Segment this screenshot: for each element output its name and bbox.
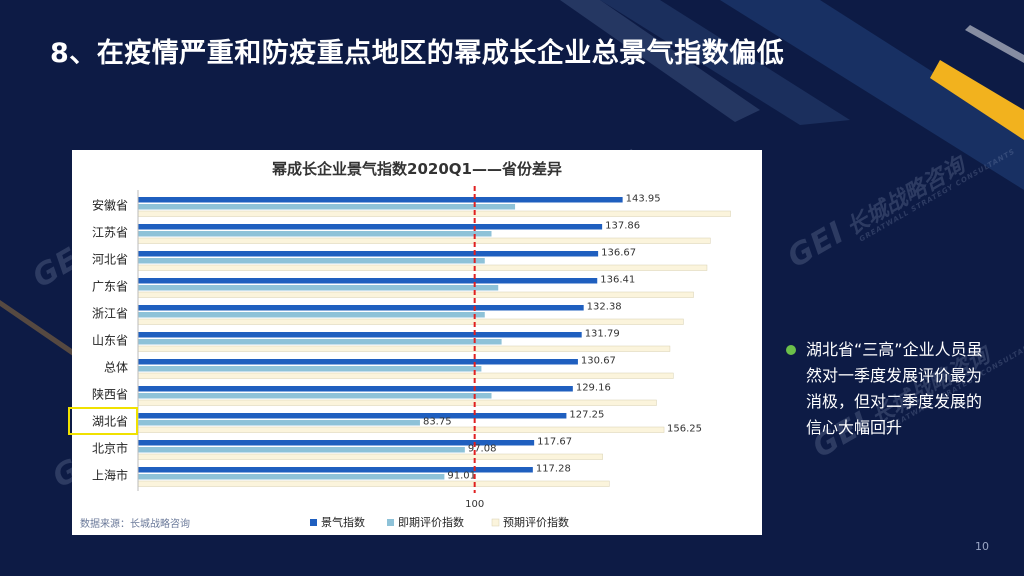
bar-1 [138, 305, 584, 311]
data-label: 83.75 [423, 417, 452, 428]
bullet-text: 湖北省“三高”企业人员虽然对一季度发展评价最为消极，但对二季度发展的信心大幅回升 [806, 340, 983, 437]
bullet-point: 湖北省“三高”企业人员虽然对一季度发展评价最为消极，但对二季度发展的信心大幅回升 [786, 337, 988, 441]
data-label: 97.08 [468, 444, 497, 455]
data-label: 136.41 [600, 275, 635, 286]
bar-2 [138, 312, 485, 318]
bar-3 [137, 237, 711, 244]
category-label: 上海市 [92, 468, 128, 483]
data-label: 137.86 [605, 221, 640, 232]
legend-label: 即期评价指数 [398, 515, 464, 529]
bar-2 [138, 420, 420, 426]
bar-3 [137, 345, 671, 352]
data-label: 156.25 [667, 424, 702, 435]
category-label: 陕西省 [92, 387, 128, 402]
chart-title: 幂成长企业景气指数2020Q1——省份差异 [271, 160, 562, 178]
category-label: 河北省 [92, 253, 128, 267]
bar-1 [138, 413, 567, 419]
bar-2 [138, 447, 465, 453]
category-label: 北京市 [92, 441, 128, 456]
bar-1 [138, 440, 535, 446]
bar-3 [137, 453, 603, 460]
data-label: 117.28 [536, 464, 571, 475]
bar-1 [138, 251, 599, 257]
bar-3 [137, 399, 657, 406]
bar-3 [137, 426, 665, 433]
data-label: 117.67 [537, 437, 572, 448]
legend-swatch [387, 519, 394, 526]
page-number: 10 [975, 540, 989, 553]
data-label: 131.79 [585, 329, 620, 340]
legend-label: 预期评价指数 [503, 515, 569, 529]
category-label: 湖北省 [92, 414, 128, 429]
bar-2 [138, 258, 485, 264]
bar-2 [138, 393, 492, 399]
bullet-dot-icon [786, 345, 796, 355]
reference-label: 100 [465, 499, 484, 510]
data-label: 132.38 [587, 302, 622, 313]
legend-swatch [310, 519, 317, 526]
highlight-box-hubei [68, 407, 138, 435]
data-label: 136.67 [601, 248, 636, 259]
bar-1 [138, 278, 598, 284]
data-label: 91.01 [447, 471, 476, 482]
data-label: 130.67 [581, 356, 616, 367]
bar-3 [137, 480, 610, 487]
bar-1 [138, 332, 582, 338]
data-label: 129.16 [576, 383, 611, 394]
bar-3 [137, 372, 674, 379]
legend-swatch [491, 518, 500, 527]
data-label: 127.25 [569, 410, 604, 421]
category-label: 浙江省 [92, 307, 128, 321]
bar-1 [138, 224, 603, 230]
bar-1 [138, 386, 573, 392]
chart-panel: 幂成长企业景气指数2020Q1——省份差异安徽省 143.95 江苏省 137.86 河… [72, 150, 762, 535]
data-label: 143.95 [626, 194, 661, 205]
source-note: 数据来源：长城战略咨询 [80, 519, 190, 530]
legend-label: 景气指数 [321, 515, 365, 529]
bar-3 [137, 210, 731, 217]
category-label: 山东省 [92, 334, 128, 348]
slide-title: 8、在疫情严重和防疫重点地区的幂成长企业总景气指数偏低 [50, 38, 785, 69]
bar-2 [138, 366, 482, 372]
bar-2 [138, 204, 516, 210]
bar-3 [137, 291, 694, 298]
bar-2 [138, 231, 492, 237]
category-label: 江苏省 [92, 226, 128, 240]
category-label: 总体 [104, 361, 128, 375]
bar-2 [138, 285, 499, 291]
category-label: 广东省 [92, 280, 128, 294]
bar-3 [137, 318, 684, 325]
bar-2 [138, 339, 502, 345]
category-label: 安徽省 [92, 198, 128, 213]
bar-2 [138, 474, 445, 480]
bar-1 [138, 359, 578, 365]
bar-1 [138, 197, 623, 203]
bar-3 [137, 264, 708, 271]
bar-1 [138, 467, 533, 473]
